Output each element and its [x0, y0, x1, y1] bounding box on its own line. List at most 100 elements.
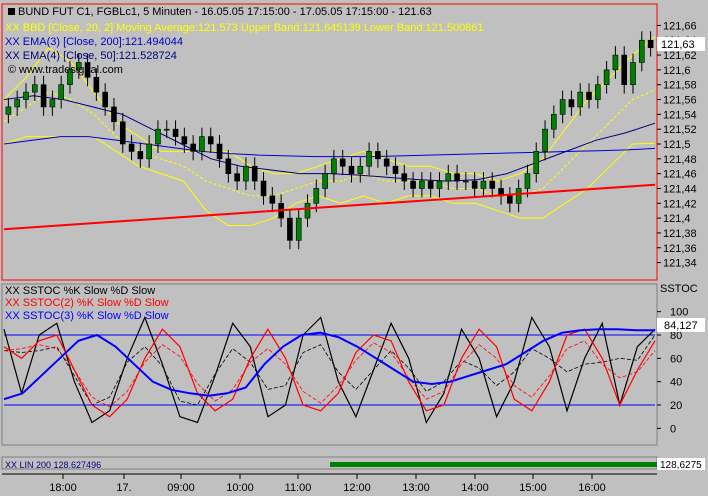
candle-body [436, 180, 443, 189]
candle-body [348, 165, 355, 174]
candle-body [419, 180, 425, 189]
candle-body [463, 180, 469, 183]
bb-mid-line [3, 89, 656, 197]
sstoc-tick-label: 80 [670, 330, 682, 342]
candle-body [23, 91, 29, 100]
sstoc-last-box [657, 318, 705, 332]
price-tick-label: 121,58 [663, 80, 697, 92]
ema200-line [3, 136, 656, 158]
candle-body [243, 165, 249, 182]
sstoc-last-label: 84,127 [664, 320, 698, 332]
candle-body [630, 62, 636, 86]
sstoc-line-3 [3, 315, 656, 425]
candle-body [339, 158, 346, 167]
candle-body [357, 165, 364, 174]
candle-body [5, 106, 12, 115]
sstoc-panel-title: SSTOC [660, 283, 698, 295]
chart-title: BUND FUT C1, FGBLc1, 5 Minuten - 16.05.0… [18, 6, 432, 18]
candle-body [568, 99, 575, 108]
x-tick-label: 15:00 [519, 482, 547, 494]
trendline-line [3, 183, 656, 231]
candle-body [322, 173, 328, 189]
legend-watermark: www.tradesignal.com [18, 64, 123, 76]
candle-body [190, 143, 196, 152]
candle-body [128, 143, 135, 152]
sstoc-d-line-3 [3, 334, 656, 406]
price-tick-label: 121,38 [663, 228, 697, 240]
candle-body [251, 165, 258, 182]
price-tick-label: 121,52 [663, 124, 697, 136]
candle-body [595, 84, 601, 100]
price-y-axis: 121,66121,64121,62121,6121,58121,56121,5… [657, 20, 697, 270]
sstoc-tick-label: 100 [670, 307, 688, 319]
lin-last-box [657, 458, 705, 470]
candle-body [295, 217, 302, 241]
legend-sstoc3: XX SSTOC(3) %K Slow %D Slow [5, 310, 169, 322]
candle-body [216, 143, 223, 160]
copyright-icon: © [8, 64, 16, 76]
sstoc-lines [3, 315, 656, 425]
time-axis: 18:00 17. 09:00 10:00 11:00 12:00 13:00 14:00 15… [2, 473, 657, 494]
price-tick-label: 121,42 [663, 198, 697, 210]
candle-body [67, 69, 73, 86]
lin-last-label: 128,6275 [660, 460, 702, 471]
sstoc-tick-label: 40 [670, 377, 682, 389]
price-tick-label: 121,48 [663, 154, 697, 166]
sstoc-tick-label: 0 [670, 423, 676, 435]
candle-body [639, 39, 645, 63]
last-price-box [657, 37, 705, 51]
price-tick-label: 121,36 [663, 243, 697, 255]
candle-body [102, 91, 108, 108]
candle-body [207, 136, 214, 145]
candle-body [392, 165, 399, 174]
legend-sstoc1: XX SSTOC %K Slow %D Slow [5, 285, 155, 297]
candle-body [383, 158, 390, 167]
candle-body [137, 151, 144, 160]
candle-body [199, 136, 205, 152]
sstoc-panel[interactable] [1, 283, 658, 446]
candle-body [647, 39, 654, 48]
candle-body [172, 128, 179, 137]
candle-body [269, 195, 276, 204]
candle-body [225, 158, 232, 174]
x-tick-label: 13:00 [402, 482, 430, 494]
candle-body [480, 180, 487, 189]
candle-body [111, 106, 117, 123]
price-tick-label: 121,4 [663, 213, 691, 225]
candle-body [559, 99, 566, 115]
price-tick-label: 121,34 [663, 258, 697, 270]
candle-body [119, 121, 126, 145]
x-tick-label: 11:00 [285, 482, 312, 494]
candle-body [551, 114, 557, 130]
legend-sstoc2: XX SSTOC(2) %K Slow %D Slow [5, 297, 169, 309]
sstoc-y-axis: 100 80 60 40 20 0 [657, 307, 688, 435]
candle-body [454, 173, 460, 182]
candle-body [410, 180, 416, 189]
candle-body [304, 202, 311, 219]
lin-series-bar [330, 462, 657, 467]
price-tick-label: 121,56 [663, 95, 697, 107]
legend-lin: XX LIN 200 128.627496 [5, 460, 101, 470]
candle-body [155, 128, 161, 145]
trendline[interactable] [3, 183, 656, 231]
price-tick-label: 121,54 [663, 109, 697, 121]
legend-bbd: XX BBD [Close, 20, 2] Moving Average:121… [5, 22, 484, 34]
candle-body [49, 99, 56, 108]
price-tick-label: 121,5 [663, 139, 691, 151]
candles [5, 31, 654, 250]
sstoc-line-2 [3, 328, 656, 418]
candle-body [84, 62, 91, 78]
price-tick-label: 121,6 [663, 65, 691, 77]
candle-body [58, 84, 64, 100]
candle-body [612, 54, 619, 71]
legend-ema3: XX EMA(3) [Close, 200]:121.494044 [5, 36, 183, 48]
price-tick-label: 121,66 [663, 20, 697, 32]
x-tick-label: 16:00 [578, 482, 606, 494]
candle-body [181, 136, 188, 145]
candle-body [31, 84, 38, 93]
bb-lower-line [3, 136, 656, 226]
sstoc-tick-label: 60 [670, 353, 682, 365]
candle-body [489, 180, 496, 189]
